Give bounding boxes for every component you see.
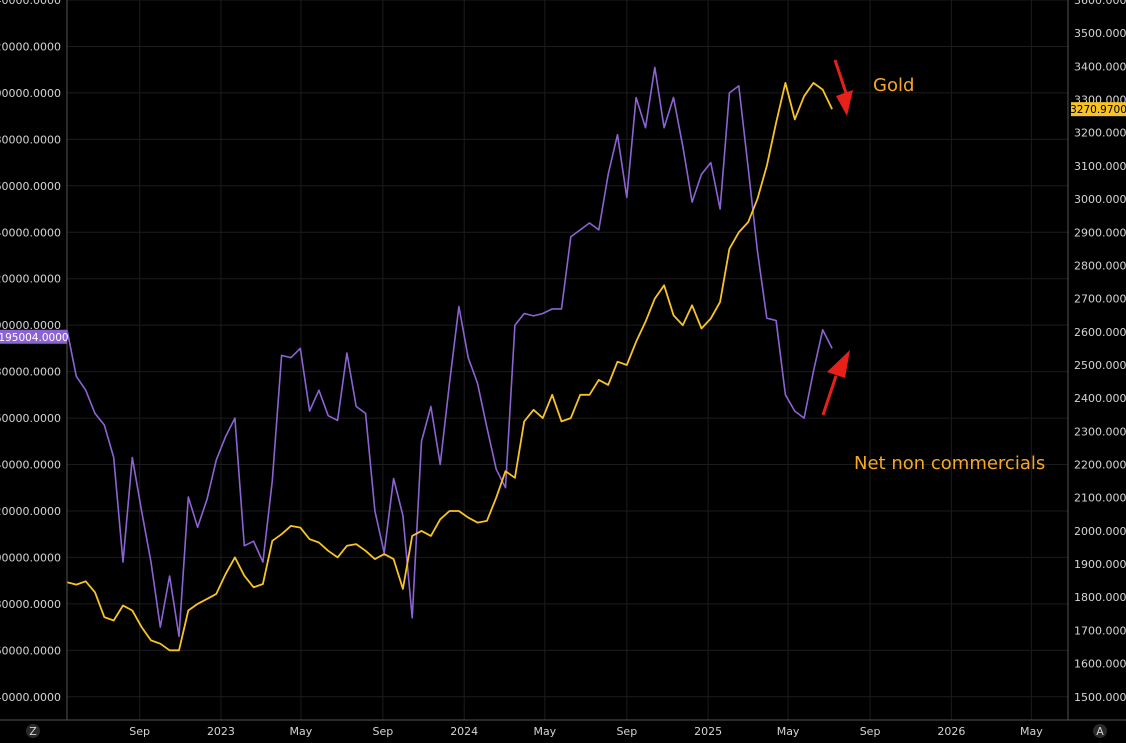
left-axis-tick-label: 320000.0000: [0, 40, 61, 53]
svg-text:Z: Z: [29, 725, 37, 738]
right-axis-tick-label: 2700.0000: [1074, 293, 1126, 306]
left-axis-tick-label: 180000.0000: [0, 366, 61, 379]
right-axis-tick-label: 2800.0000: [1074, 259, 1126, 272]
left-axis-tick-label: 40000.0000: [0, 691, 61, 704]
left-price-axis[interactable]: 340000.0000 320000.0000 300000.0000 280000.…: [0, 0, 61, 704]
right-axis-tick-label: 1500.0000: [1074, 691, 1126, 704]
right-axis-tick-label: 2000.0000: [1074, 525, 1126, 538]
right-axis-tick-label: 2300.0000: [1074, 425, 1126, 438]
right-axis-tick-label: 3500.0000: [1074, 27, 1126, 40]
left-axis-tick-label: 340000.0000: [0, 0, 61, 7]
left-axis-tick-label: 280000.0000: [0, 133, 61, 146]
left-axis-tick-label: 300000.0000: [0, 87, 61, 100]
right-axis-tick-label: 3400.0000: [1074, 60, 1126, 73]
left-axis-tick-label: 140000.0000: [0, 459, 61, 472]
down-arrow-icon: [833, 59, 853, 116]
time-axis-tick-label: May: [777, 725, 800, 738]
net-non-commercials-last-value-tag: [0, 329, 67, 344]
time-axis-tick-label: 2026: [937, 725, 965, 738]
grid-lines: [67, 0, 1068, 720]
right-axis-tick-label: 1900.0000: [1074, 558, 1126, 571]
net-non-commercials-line[interactable]: [66, 66, 833, 638]
gold-annotation: Gold: [873, 75, 914, 96]
svg-text:A: A: [1096, 725, 1104, 738]
gold-last-value-tag: [1071, 102, 1126, 117]
net-non-commercials-last-value-text: 195004.0000: [0, 332, 69, 344]
time-axis[interactable]: Sep 2023 May Sep 2024 May Sep 2025 May Sep 2026 May: [129, 725, 1043, 738]
time-axis-tick-label: May: [1020, 725, 1043, 738]
right-axis-tick-label: 2100.0000: [1074, 492, 1126, 505]
right-axis-tick-label: 3600.0000: [1074, 0, 1126, 7]
left-axis-tick-label: 220000.0000: [0, 273, 61, 286]
left-axis-tick-label: 260000.0000: [0, 180, 61, 193]
right-axis-tick-label: 1600.0000: [1074, 658, 1126, 671]
last-value-tags: 195004.0000 3270.9700: [0, 102, 1126, 344]
time-axis-tick-label: 2024: [450, 725, 478, 738]
left-axis-tick-label: 160000.0000: [0, 412, 61, 425]
time-axis-tick-label: Sep: [373, 725, 394, 738]
right-price-axis[interactable]: 3600.00003500.00003400.00003300.00003200…: [1074, 0, 1126, 704]
time-axis-tick-label: 2025: [694, 725, 722, 738]
series-layer: [66, 66, 833, 652]
left-axis-tick-label: 60000.0000: [0, 644, 61, 657]
gold-price-line[interactable]: [66, 82, 833, 652]
gold-last-value-text: 3270.9700: [1070, 104, 1126, 116]
left-axis-tick-label: 200000.0000: [0, 319, 61, 332]
right-axis-tick-label: 2400.0000: [1074, 392, 1126, 405]
autoscale-toggle-button[interactable]: A: [1093, 724, 1107, 738]
time-axis-tick-label: May: [533, 725, 556, 738]
net-non-commercials-annotation: Net non commercials: [854, 453, 1045, 474]
left-axis-tick-label: 120000.0000: [0, 505, 61, 518]
right-axis-tick-label: 2900.0000: [1074, 226, 1126, 239]
left-axis-tick-label: 80000.0000: [0, 598, 61, 611]
right-axis-tick-label: 1800.0000: [1074, 591, 1126, 604]
left-axis-tick-label: 240000.0000: [0, 226, 61, 239]
time-axis-tick-label: May: [290, 725, 313, 738]
up-arrow-icon: [821, 350, 850, 416]
right-axis-tick-label: 1700.0000: [1074, 624, 1126, 637]
time-axis-tick-label: 2023: [207, 725, 235, 738]
time-axis-tick-label: Sep: [616, 725, 637, 738]
time-axis-tick-label: Sep: [860, 725, 881, 738]
right-axis-tick-label: 3200.0000: [1074, 127, 1126, 140]
logscale-toggle-button[interactable]: Z: [26, 724, 40, 738]
right-axis-tick-label: 3100.0000: [1074, 160, 1126, 173]
right-axis-tick-label: 2200.0000: [1074, 459, 1126, 472]
time-axis-tick-label: Sep: [129, 725, 150, 738]
right-axis-tick-label: 2600.0000: [1074, 326, 1126, 339]
left-axis-tick-label: 100000.0000: [0, 551, 61, 564]
right-axis-tick-label: 3000.0000: [1074, 193, 1126, 206]
right-axis-tick-label: 2500.0000: [1074, 359, 1126, 372]
